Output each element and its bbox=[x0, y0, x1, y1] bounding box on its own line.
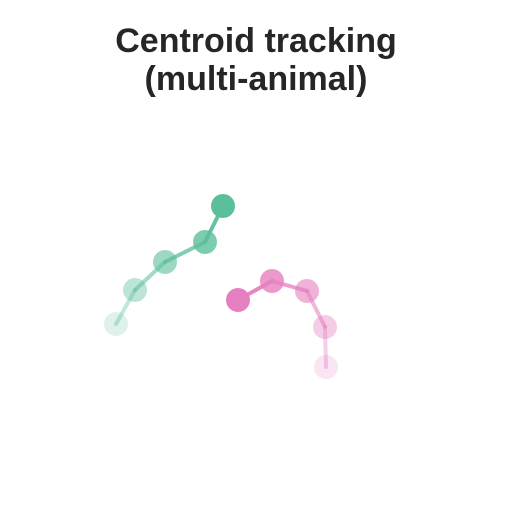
track-a-centroid bbox=[104, 312, 128, 336]
track-b-centroid bbox=[314, 355, 338, 379]
track-a-centroid bbox=[193, 230, 217, 254]
track-b-segment bbox=[323, 325, 328, 369]
track-a bbox=[104, 194, 235, 336]
track-a-centroid bbox=[153, 250, 177, 274]
track-a-segment bbox=[114, 288, 137, 326]
track-a-centroid bbox=[123, 278, 147, 302]
track-b-centroid-current bbox=[226, 288, 250, 312]
track-b-centroid bbox=[260, 269, 284, 293]
track-b bbox=[226, 269, 338, 379]
track-a-centroid-current bbox=[211, 194, 235, 218]
page-title: Centroid tracking (multi-animal) bbox=[0, 22, 512, 98]
title-line-1: Centroid tracking bbox=[115, 22, 397, 60]
track-b-centroid bbox=[295, 279, 319, 303]
title-line-2: (multi-animal) bbox=[144, 60, 368, 98]
track-b-centroid bbox=[313, 315, 337, 339]
